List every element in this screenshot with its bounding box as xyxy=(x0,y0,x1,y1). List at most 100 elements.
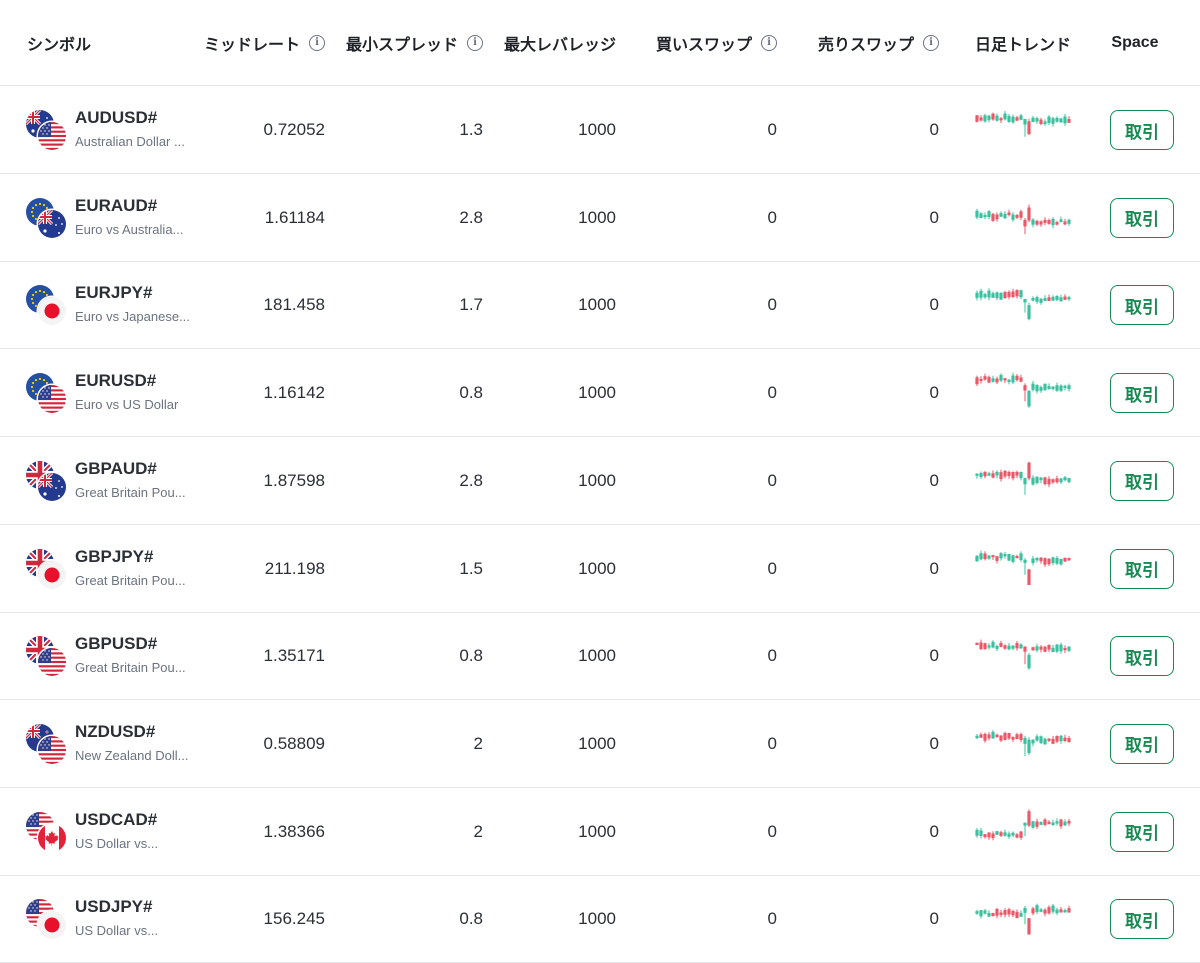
trade-button[interactable]: 取引 xyxy=(1110,636,1174,677)
min-spread-value: 0.8 xyxy=(459,909,483,929)
header-sell-swap[interactable]: 売りスワップ i xyxy=(818,31,939,55)
table-row[interactable]: EURAUD# Euro vs Australia... 1.61184 2.8… xyxy=(0,174,1200,262)
symbol-name[interactable]: GBPAUD# xyxy=(75,458,157,478)
candle-body xyxy=(979,830,983,836)
header-space-label: Space xyxy=(1111,34,1159,51)
candle-body xyxy=(1031,383,1035,390)
symbol-name[interactable]: AUDUSD# xyxy=(75,108,158,127)
header-min-spread[interactable]: 最小スプレッド i xyxy=(346,31,483,55)
candle-body xyxy=(1019,644,1023,649)
mid-rate-value: 0.58809 xyxy=(263,733,325,753)
candle-body xyxy=(1007,292,1011,298)
trade-button[interactable]: 取引 xyxy=(1110,723,1174,764)
candle-body xyxy=(1023,299,1027,303)
daily-trend-sparkline xyxy=(975,457,1071,497)
info-icon[interactable]: i xyxy=(467,35,483,51)
symbol-name[interactable]: EURAUD# xyxy=(75,195,158,215)
candle-body xyxy=(983,115,987,122)
candle-body xyxy=(1051,386,1055,390)
symbol-name[interactable]: GBPUSD# xyxy=(75,634,158,654)
candle-body xyxy=(1035,905,1039,913)
symbol-name[interactable]: EURJPY# xyxy=(75,283,153,303)
trade-button[interactable]: 取引 xyxy=(1110,899,1174,940)
table-row[interactable]: GBPJPY# Great Britain Pou... 211.198 1.5… xyxy=(0,525,1200,613)
symbol-name[interactable]: GBPJPY# xyxy=(75,546,154,566)
candle-body xyxy=(1039,387,1043,391)
trade-button[interactable]: 取引 xyxy=(1110,373,1174,414)
table-row[interactable]: AUDUSD# Australian Dollar ... 0.72052 1.… xyxy=(0,86,1200,174)
candle-body xyxy=(1027,207,1031,221)
header-daily-trend-label: 日足トレンド xyxy=(975,37,1072,54)
symbol-name[interactable]: USDCAD# xyxy=(75,809,158,829)
candle-body xyxy=(1043,298,1047,302)
table-row[interactable]: EURUSD# Euro vs US Dollar 1.16142 0.8 10… xyxy=(0,349,1200,438)
candle-body xyxy=(1035,220,1039,225)
table-row[interactable]: GBPAUD# Great Britain Pou... 1.87598 2.8… xyxy=(0,437,1200,525)
candle-body xyxy=(1039,646,1043,650)
table-row[interactable]: GBPUSD# Great Britain Pou... 1.35171 0.8… xyxy=(0,612,1200,701)
info-icon[interactable]: i xyxy=(923,35,939,51)
header-mid-rate-label: ミッドレート xyxy=(203,37,300,54)
symbol-name[interactable]: NZDUSD# xyxy=(75,721,156,741)
candle-body xyxy=(1059,909,1063,913)
min-spread-value: 2 xyxy=(473,821,483,841)
candle-body xyxy=(1055,117,1059,122)
jp-flag-icon xyxy=(38,560,66,589)
header-min-spread-label: 最小スプレッド xyxy=(345,37,458,54)
candle-body xyxy=(1027,390,1031,407)
candle-body xyxy=(983,214,987,217)
candle-body xyxy=(975,735,979,738)
candle-body xyxy=(1027,462,1031,479)
symbol-name[interactable]: USDJPY# xyxy=(75,897,153,917)
symbol-description: Australian Dollar ... xyxy=(75,134,185,149)
candle-body xyxy=(1047,738,1051,741)
trade-button[interactable]: 取引 xyxy=(1110,460,1174,501)
trade-button[interactable]: 取引 xyxy=(1110,285,1174,326)
candle-body xyxy=(1067,297,1071,300)
candle-body xyxy=(999,643,1003,648)
candle-body xyxy=(1043,477,1047,484)
min-spread-value: 2.8 xyxy=(459,470,483,490)
candle-body xyxy=(1031,739,1035,744)
candle-body xyxy=(1039,909,1043,913)
info-icon[interactable]: i xyxy=(309,35,325,51)
table-row[interactable]: USDJPY# US Dollar vs... 156.245 0.8 1000… xyxy=(0,875,1200,963)
candle-body xyxy=(1055,296,1059,301)
trade-button[interactable]: 取引 xyxy=(1110,110,1174,150)
table-row[interactable]: USDCAD# US Dollar vs... 1.38366 2 1000 0… xyxy=(0,788,1200,876)
candle-body xyxy=(1015,833,1019,838)
trade-button[interactable]: 取引 xyxy=(1110,548,1174,589)
daily-trend-sparkline xyxy=(975,545,1071,587)
candle-body xyxy=(1047,558,1051,564)
max-leverage-value: 1000 xyxy=(578,383,616,403)
info-icon[interactable]: i xyxy=(761,35,777,51)
header-mid-rate[interactable]: ミッドレート i xyxy=(204,31,325,55)
symbol-name[interactable]: EURUSD# xyxy=(75,371,157,391)
candle-body xyxy=(1015,734,1019,739)
candle-body xyxy=(995,471,999,476)
candle-body xyxy=(1043,121,1047,124)
symbol-description: US Dollar vs... xyxy=(75,923,159,939)
header-max-leverage[interactable]: 最大レバレッジ xyxy=(504,31,616,55)
candle-body xyxy=(975,293,979,299)
trade-button[interactable]: 取引 xyxy=(1110,811,1174,852)
candle-body xyxy=(995,909,999,916)
currency-pair-flags xyxy=(26,110,68,152)
candle-body xyxy=(991,833,995,838)
currency-pair-flags xyxy=(26,285,68,327)
table-row[interactable]: NZDUSD# New Zealand Doll... 0.58809 2 10… xyxy=(0,700,1200,788)
trade-button[interactable]: 取引 xyxy=(1110,197,1174,238)
candle-body xyxy=(1031,477,1035,485)
header-buy-swap[interactable]: 買いスワップ i xyxy=(656,31,777,55)
candle-body xyxy=(975,911,979,915)
candle-body xyxy=(979,472,983,477)
buy-swap-value: 0 xyxy=(767,120,777,139)
currency-pair-flags xyxy=(26,723,68,766)
candle-body xyxy=(991,213,995,221)
candle-body xyxy=(975,473,979,476)
table-row[interactable]: EURJPY# Euro vs Japanese... 181.458 1.7 … xyxy=(0,261,1200,350)
header-symbol[interactable]: シンボル xyxy=(27,31,91,55)
candle-body xyxy=(1051,822,1055,825)
candle-body xyxy=(1011,214,1015,220)
